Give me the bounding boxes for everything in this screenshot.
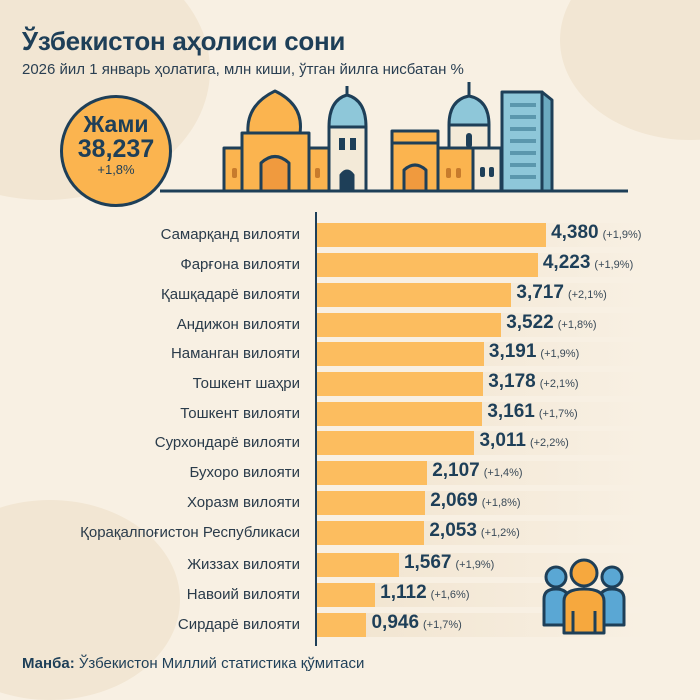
bar [317,553,399,577]
change-label: (+2,2%) [529,437,569,449]
value-label-group: 3,011 (+2,2%) [479,430,568,452]
bar [317,613,367,637]
chart-row: Самарқанд вилояти 4,380 (+1,9%) [0,222,700,248]
change-label: (+2,1%) [567,289,607,301]
value-label: 3,161 [487,401,535,422]
bar [317,342,484,366]
region-label: Фарғона вилояти [180,256,300,273]
region-label: Бухоро вилояти [189,464,300,481]
chart-row: Тошкент шаҳри 3,178 (+2,1%) [0,371,700,397]
region-label: Самарқанд вилояти [160,226,300,243]
chart-row: Қорақалпоғистон Республикаси 2,053 (+1,2%… [0,520,700,546]
value-label-group: 1,112 (+1,6%) [380,582,469,604]
value-label-group: 1,567 (+1,9%) [404,552,494,574]
value-label: 4,223 [542,252,591,273]
chart-row: Фарғона вилояти 4,223 (+1,9%) [0,252,700,278]
chart-row: Тошкент вилояти 3,161 (+1,7%) [0,401,700,427]
region-label: Навоий вилояти [186,586,300,603]
bar [317,253,538,277]
value-label-group: 3,161 (+1,7%) [487,401,577,423]
bar [317,583,376,607]
bar [317,313,502,337]
value-label: 0,946 [371,612,420,633]
change-label: (+1,9%) [602,229,642,241]
page-title: Ўзбекистон аҳолиси сони [22,26,346,56]
region-label: Наманган вилояти [170,345,300,362]
value-label: 3,522 [506,312,554,333]
page-subtitle: 2026 йил 1 январь ҳолатига, млн киши, ўт… [22,61,464,78]
region-label: Хоразм вилояти [186,494,300,511]
region-label: Жиззах вилояти [187,556,300,573]
region-label: Қорақалпоғистон Республикаси [80,524,300,541]
value-label-group: 3,178 (+2,1%) [488,371,578,393]
value-label: 3,011 [479,430,526,451]
source-text: Ўзбекистон Миллий статистика қўмитаси [74,655,365,672]
source-note: Манба: Ўзбекистон Миллий статистика қўми… [22,655,364,672]
change-label: (+1,7%) [538,408,578,420]
bar [317,372,484,396]
change-label: (+1,9%) [540,348,580,360]
region-label: Тошкент шаҳри [192,375,300,392]
people-group-icon [542,558,626,635]
value-label: 3,191 [488,341,537,362]
value-label: 2,107 [432,460,480,481]
chart-row: Хоразм вилояти 2,069 (+1,8%) [0,490,700,516]
chart-row: Андижон вилояти 3,522 (+1,8%) [0,312,700,338]
bar [317,491,426,515]
chart-row: Қашқадарё вилояти 3,717 (+2,1%) [0,282,700,308]
region-label: Қашқадарё вилояти [161,286,300,303]
bar [317,402,483,426]
value-label-group: 3,522 (+1,8%) [506,312,596,334]
value-label: 2,053 [429,520,477,541]
change-label: (+1,4%) [483,467,523,479]
change-label: (+2,1%) [539,378,579,390]
value-label-group: 3,191 (+1,9%) [489,341,579,363]
total-badge: Жами 38,237 +1,8% [60,95,172,207]
bar [317,223,547,247]
chart-row: Бухоро вилояти 2,107 (+1,4%) [0,460,700,486]
value-label-group: 4,380 (+1,9%) [551,222,641,244]
chart-row: Наманган вилояти 3,191 (+1,9%) [0,341,700,367]
bar [317,521,425,545]
total-label: Жами [83,111,149,137]
region-label: Сурхондарё вилояти [154,434,300,451]
value-label-group: 4,223 (+1,9%) [543,252,633,274]
change-label: (+1,6%) [430,589,470,601]
source-label: Манба: [22,655,75,672]
change-label: (+1,8%) [557,319,597,331]
bar [317,431,475,455]
value-label-group: 3,717 (+2,1%) [516,282,606,304]
value-label: 3,717 [516,282,564,303]
skyline-illustration [160,82,628,193]
region-label: Тошкент вилояти [180,405,300,422]
total-value: 38,237 [77,135,155,163]
value-label-group: 2,107 (+1,4%) [432,460,522,482]
chart-row: Сурхондарё вилояти 3,011 (+2,2%) [0,430,700,456]
region-label: Сирдарё вилояти [177,616,300,633]
change-label: (+1,2%) [480,527,520,539]
chart-axis [315,212,317,646]
value-label-group: 2,053 (+1,2%) [429,520,519,542]
change-label: (+1,7%) [423,619,462,631]
region-label: Андижон вилояти [176,316,300,333]
value-label: 1,567 [403,552,452,573]
value-label-group: 0,946 (+1,7%) [371,612,461,634]
change-label: (+1,9%) [594,259,634,271]
value-label: 3,178 [488,371,536,392]
value-label: 4,380 [551,222,599,243]
bar [317,461,428,485]
chart-row: Жиззах вилояти 1,567 (+1,9%) [0,552,700,578]
value-label: 2,069 [430,490,478,511]
total-change: +1,8% [97,162,135,177]
value-label-group: 2,069 (+1,8%) [430,490,520,512]
change-label: (+1,9%) [455,559,495,571]
bar [317,283,512,307]
change-label: (+1,8%) [481,497,521,509]
value-label: 1,112 [380,582,427,603]
